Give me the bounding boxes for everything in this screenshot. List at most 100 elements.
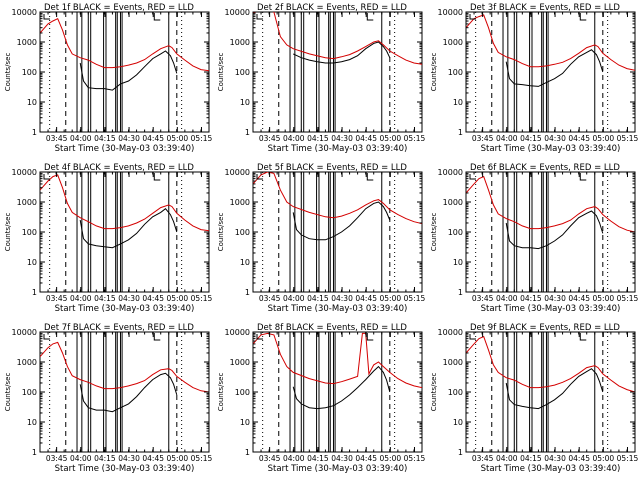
corner-bracket-icon [256, 334, 263, 340]
x-tick-label: 05:00 [167, 134, 189, 143]
y-axis-label: Counts/sec [217, 373, 225, 412]
x-tick-label: 05:00 [167, 454, 189, 463]
x-tick-label: 04:00 [70, 454, 92, 463]
y-tick-label: 10000 [225, 168, 250, 177]
y-tick-label: 1000 [443, 198, 463, 207]
x-tick-label: 05:00 [380, 134, 402, 143]
y-tick-label: 1 [458, 448, 463, 457]
event-markers [49, 12, 183, 132]
detector-panel: 1 10 100 1000 10000 03:45 04:00 04:15 04:30 04:45… [217, 3, 426, 154]
x-tick-label: 04:15 [94, 134, 116, 143]
detector-panel: 1 10 100 1000 10000 03:45 04:00 04:15 04:30 04:45… [4, 3, 213, 154]
x-tick-label: 04:30 [118, 294, 140, 303]
y-tick-label: 100 [235, 228, 250, 237]
lld-series-line [40, 18, 209, 72]
x-tick-label: 04:45 [355, 134, 377, 143]
x-tick-label: 04:30 [118, 454, 140, 463]
y-axis-label: Counts/sec [4, 373, 12, 412]
y-tick-label: 1000 [17, 358, 37, 367]
panel-title: Det 3f BLACK = Events, RED = LLD [470, 3, 620, 13]
x-tick-label: 05:00 [593, 134, 615, 143]
detector-panel: 1 10 100 1000 10000 03:45 04:00 04:15 04:30 04:45… [4, 163, 213, 314]
events-series-line [292, 365, 391, 410]
y-tick-label: 10000 [438, 168, 463, 177]
x-tick-label: 05:00 [380, 454, 402, 463]
x-tick-label: 04:15 [520, 454, 542, 463]
y-tick-label: 100 [235, 388, 250, 397]
x-tick-label: 04:30 [544, 294, 566, 303]
x-axis-label: Start Time (30-May-03 03:39:40) [268, 304, 408, 314]
corner-bracket-icon [43, 174, 50, 180]
x-tick-label: 05:15 [191, 454, 213, 463]
corner-bracket-icon [469, 174, 476, 180]
y-tick-label: 10 [453, 98, 463, 107]
y-axis-label: Counts/sec [430, 213, 438, 252]
x-tick-label: 03:45 [259, 134, 281, 143]
events-series-line [505, 368, 604, 410]
lld-series-line [253, 172, 422, 225]
panel-title: Det 5f BLACK = Events, RED = LLD [257, 163, 407, 173]
detector-panel: 1 10 100 1000 10000 03:45 04:00 04:15 04:30 04:45… [430, 323, 639, 474]
y-tick-label: 1 [32, 128, 37, 137]
x-tick-label: 04:15 [307, 294, 329, 303]
x-tick-label: 04:30 [544, 454, 566, 463]
x-axis-label: Start Time (30-May-03 03:39:40) [55, 304, 195, 314]
x-tick-label: 04:15 [520, 134, 542, 143]
y-tick-label: 1 [458, 288, 463, 297]
x-tick-label: 05:15 [404, 454, 426, 463]
x-tick-label: 04:30 [544, 134, 566, 143]
y-tick-label: 10 [27, 418, 37, 427]
y-tick-label: 1000 [443, 358, 463, 367]
y-axis-label: Counts/sec [430, 373, 438, 412]
y-tick-label: 10 [27, 98, 37, 107]
corner-bracket-icon [366, 13, 374, 21]
event-markers [475, 172, 609, 292]
lld-series-line [466, 335, 635, 393]
event-markers [49, 332, 183, 452]
lld-series-line [253, 12, 422, 65]
x-tick-label: 04:00 [70, 134, 92, 143]
x-tick-label: 04:45 [568, 294, 590, 303]
y-axis-label: Counts/sec [430, 53, 438, 92]
events-series-line [79, 50, 178, 91]
y-tick-label: 1 [458, 128, 463, 137]
x-tick-label: 04:15 [94, 454, 116, 463]
panel-title: Det 7f BLACK = Events, RED = LLD [44, 323, 194, 333]
x-tick-label: 04:15 [94, 294, 116, 303]
x-axis-label: Start Time (30-May-03 03:39:40) [481, 304, 621, 314]
x-tick-label: 04:45 [355, 294, 377, 303]
corner-bracket-icon [153, 13, 161, 21]
corner-bracket-icon [366, 333, 374, 341]
x-tick-label: 04:15 [520, 294, 542, 303]
y-tick-label: 1000 [230, 38, 250, 47]
y-axis-label: Counts/sec [4, 213, 12, 252]
lld-series-line [466, 175, 635, 233]
panel-title: Det 8f BLACK = Events, RED = LLD [257, 323, 407, 333]
y-tick-label: 1000 [230, 198, 250, 207]
detector-panel: 1 10 100 1000 10000 03:45 04:00 04:15 04:30 04:45… [217, 323, 426, 474]
x-tick-label: 04:30 [331, 294, 353, 303]
x-tick-label: 03:45 [46, 134, 68, 143]
y-tick-label: 1000 [443, 38, 463, 47]
y-tick-label: 10 [27, 258, 37, 267]
x-tick-label: 04:30 [331, 454, 353, 463]
detector-panel: 1 10 100 1000 10000 03:45 04:00 04:15 04:30 04:45… [430, 3, 639, 154]
x-axis-label: Start Time (30-May-03 03:39:40) [55, 464, 195, 474]
y-tick-label: 10000 [438, 328, 463, 337]
x-tick-label: 04:00 [283, 294, 305, 303]
events-series-line [292, 41, 391, 64]
x-tick-label: 04:45 [568, 134, 590, 143]
y-tick-label: 100 [448, 388, 463, 397]
corner-bracket-icon [469, 334, 476, 340]
y-tick-label: 100 [22, 68, 37, 77]
detector-panel: 1 10 100 1000 10000 03:45 04:00 04:15 04:30 04:45… [4, 323, 213, 474]
x-tick-label: 04:30 [331, 134, 353, 143]
x-tick-label: 04:15 [307, 454, 329, 463]
x-tick-label: 03:45 [259, 294, 281, 303]
y-tick-label: 1000 [230, 358, 250, 367]
corner-bracket-icon [579, 13, 587, 21]
event-markers [49, 172, 183, 292]
events-series-line [505, 49, 604, 87]
corner-bracket-icon [256, 174, 263, 180]
